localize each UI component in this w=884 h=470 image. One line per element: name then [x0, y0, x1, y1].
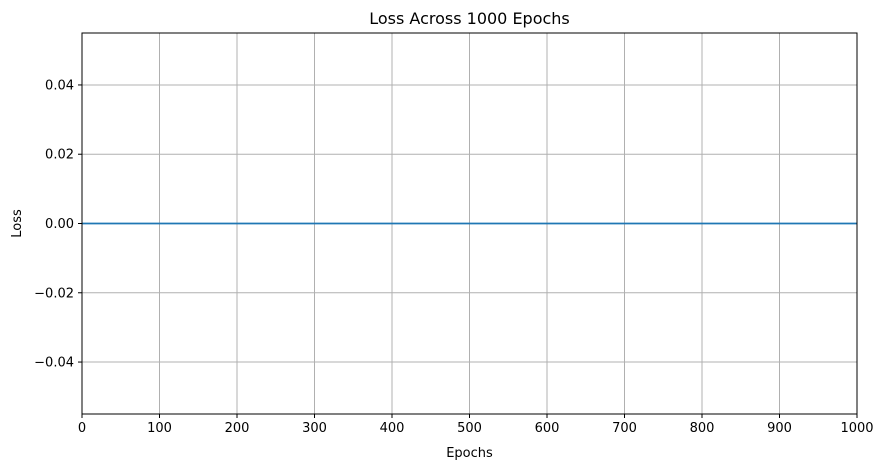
- x-tick-label: 900: [767, 421, 792, 436]
- x-tick-label: 500: [457, 421, 482, 436]
- x-tick-label: 700: [612, 421, 637, 436]
- x-tick-label: 100: [147, 421, 172, 436]
- x-tick-label: 0: [78, 421, 86, 436]
- y-tick-label: 0.00: [45, 217, 74, 232]
- chart-title: Loss Across 1000 Epochs: [369, 9, 570, 28]
- y-axis: −0.04 −0.02 0.00 0.02 0.04: [34, 78, 82, 371]
- y-tick-label: 0.02: [45, 148, 74, 163]
- y-tick-label: 0.04: [45, 78, 74, 93]
- y-tick-label: −0.04: [34, 356, 74, 371]
- x-tick-label: 400: [380, 421, 405, 436]
- x-axis-title: Epochs: [446, 446, 493, 461]
- y-axis-title: Loss: [10, 209, 25, 238]
- y-tick-label: −0.02: [34, 286, 74, 301]
- x-axis: 0 100 200 300 400 500 600 700 800 900 1000: [78, 414, 874, 436]
- x-tick-label: 1000: [840, 421, 873, 436]
- x-tick-label: 600: [535, 421, 560, 436]
- x-tick-label: 200: [225, 421, 250, 436]
- x-tick-label: 800: [690, 421, 715, 436]
- x-tick-label: 300: [302, 421, 327, 436]
